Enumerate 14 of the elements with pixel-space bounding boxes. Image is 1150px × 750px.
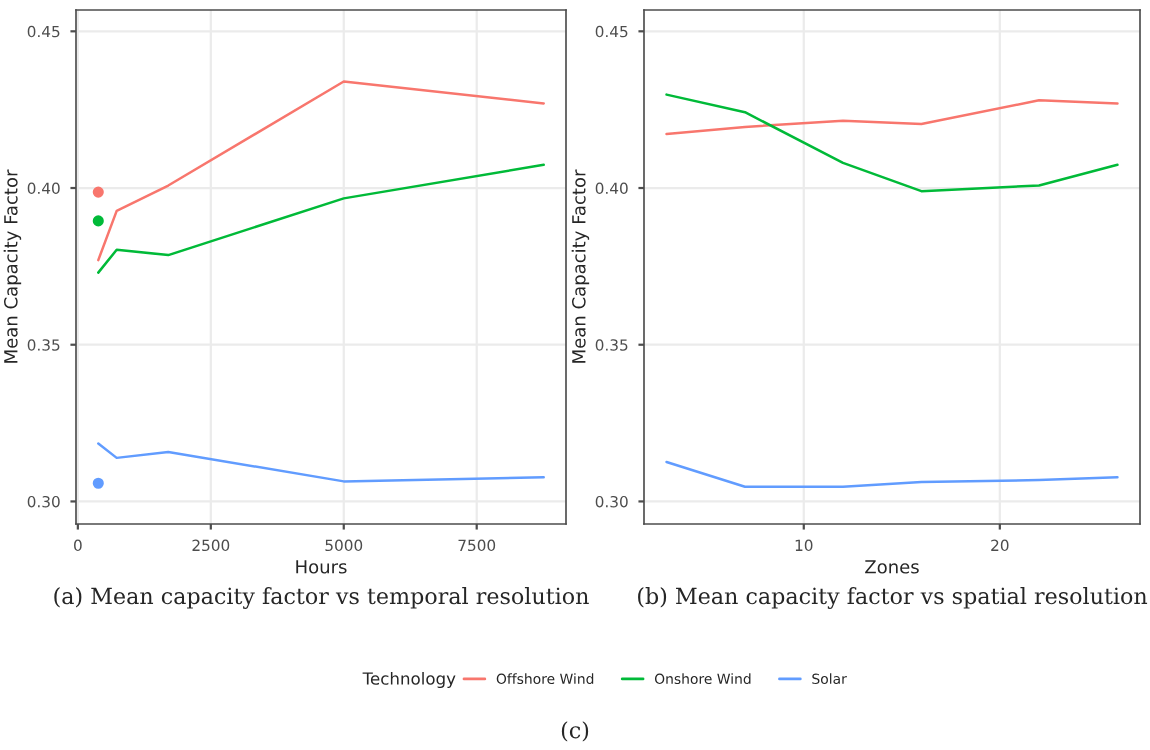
line-series xyxy=(97,163,545,274)
y-axis-title: Mean Capacity Factor xyxy=(571,169,590,363)
legend-title: Technology xyxy=(362,671,456,689)
line-series xyxy=(665,93,1119,193)
text: (b) Mean capacity factor vs spatial resolution xyxy=(638,587,1148,609)
text: (a) Mean capacity factor vs temporal resolution xyxy=(54,587,589,609)
line-series xyxy=(665,460,1119,488)
line-series xyxy=(97,442,545,483)
x-axis-title: Hours xyxy=(296,560,347,574)
line-series xyxy=(97,80,545,262)
text: (c) xyxy=(561,721,589,742)
line-series xyxy=(665,99,1119,136)
y-axis-title: Mean Capacity Factor xyxy=(3,169,22,363)
x-axis-title: Zones xyxy=(865,560,919,574)
